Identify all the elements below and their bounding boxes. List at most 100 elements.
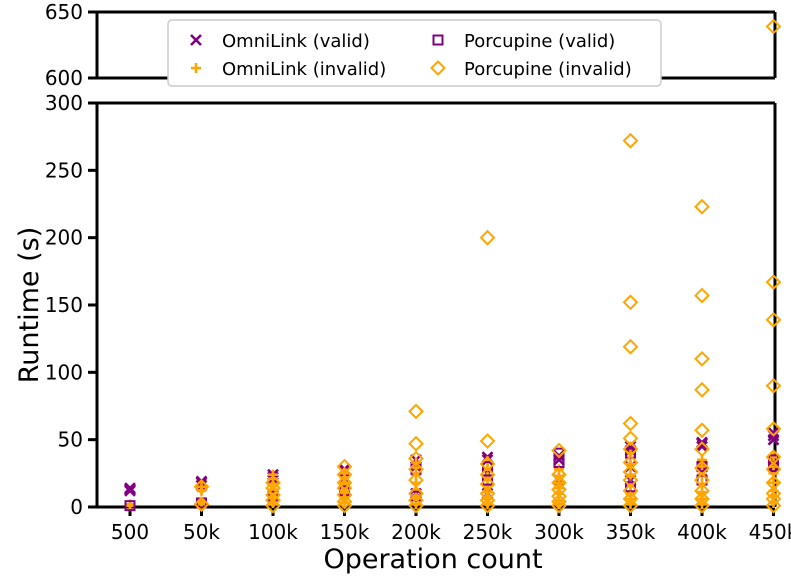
y-tick-label: 650 (45, 0, 83, 24)
x-tick-label: 150k (320, 520, 370, 544)
legend-box (167, 19, 662, 87)
data-point (694, 460, 710, 476)
data-point (193, 496, 210, 513)
x-tick-label: 50k (183, 520, 220, 544)
data-point (622, 338, 639, 355)
data-point (408, 435, 424, 452)
data-point (622, 430, 639, 447)
data-point (694, 287, 710, 304)
data-point (336, 486, 353, 503)
data-point (765, 449, 782, 466)
data-point (622, 294, 639, 311)
y-tick-label: 600 (45, 66, 83, 90)
data-point (408, 450, 424, 467)
series-0 (124, 427, 780, 500)
data-point (767, 427, 780, 439)
y-tick-label: 300 (45, 91, 83, 115)
data-point (625, 447, 636, 459)
data-point (765, 377, 782, 394)
data-point (193, 478, 210, 495)
x-axis-ticks: 500 50k 100k 150k 200k 250k 300k 350k 400k 450k (111, 507, 791, 544)
data-point (479, 485, 496, 502)
data-point (408, 403, 424, 420)
data-point (265, 486, 281, 503)
data-point (124, 500, 136, 512)
y-tick-label: 150 (45, 293, 83, 317)
data-point (336, 458, 353, 475)
data-point (622, 497, 639, 514)
x-tick-label: 100k (248, 520, 298, 544)
data-point (553, 453, 565, 466)
series-1 (125, 448, 779, 511)
x-tick-label: 200k (391, 520, 441, 544)
x-tick-label: 250k (463, 520, 513, 544)
data-point (551, 481, 567, 498)
data-point (622, 454, 639, 471)
data-point (196, 481, 207, 492)
data-point (694, 350, 710, 367)
data-point (479, 492, 496, 509)
data-point (408, 485, 424, 502)
data-point (694, 491, 710, 507)
data-point (408, 461, 424, 478)
data-point (765, 274, 782, 291)
data-point (479, 229, 496, 246)
data-point (622, 415, 639, 432)
data-point (765, 497, 782, 514)
data-point (124, 482, 136, 495)
data-point (408, 492, 424, 509)
data-point (765, 420, 782, 437)
data-point (694, 497, 710, 514)
x-axis-label: Operation count (323, 544, 542, 575)
data-point (765, 311, 782, 328)
legend-marker (432, 34, 444, 46)
data-point (768, 452, 779, 463)
data-point (551, 488, 567, 505)
data-point (622, 472, 639, 488)
data-point (479, 476, 496, 493)
x-tick-label: 350k (606, 520, 656, 544)
data-point (336, 493, 353, 510)
series-3 (193, 18, 782, 514)
data-point (624, 440, 637, 453)
data-point (622, 482, 639, 499)
data-point (622, 491, 639, 507)
data-point (696, 440, 708, 453)
data-point (765, 474, 782, 491)
legend-label: OmniLink (invalid) (222, 59, 386, 80)
data-point (765, 18, 782, 35)
x-tick-label: 500 (111, 520, 149, 544)
data-point (265, 474, 281, 491)
data-point (336, 466, 353, 483)
legend: OmniLink (valid) OmniLink (invalid) Porcup… (167, 19, 662, 87)
data-point (694, 441, 710, 458)
legend-label: Porcupine (valid) (464, 31, 615, 52)
legend-marker (430, 60, 446, 76)
axis-break-gap-left (85, 80, 99, 101)
series-2 (124, 447, 779, 512)
data-point (408, 472, 424, 488)
y-tick-label: 200 (45, 226, 83, 250)
data-point (551, 474, 567, 491)
data-point (622, 441, 639, 458)
data-point (551, 442, 567, 459)
legend-label: OmniLink (valid) (222, 31, 370, 52)
x-tick-label: 400k (677, 520, 727, 544)
data-point (694, 472, 710, 488)
data-point (479, 455, 496, 472)
y-tick-label: 50 (58, 428, 83, 452)
y-tick-label: 250 (45, 158, 83, 182)
y-tick-label: 0 (70, 495, 83, 519)
data-point (622, 132, 639, 149)
data-point (479, 433, 496, 449)
data-point (765, 461, 782, 478)
y-axis-label: Runtime (s) (14, 227, 45, 384)
data-point (622, 464, 639, 480)
data-point (694, 198, 710, 215)
axis-break-gap-right (773, 80, 787, 101)
data-point (336, 474, 353, 491)
data-point (268, 469, 278, 480)
data-point (479, 466, 496, 483)
